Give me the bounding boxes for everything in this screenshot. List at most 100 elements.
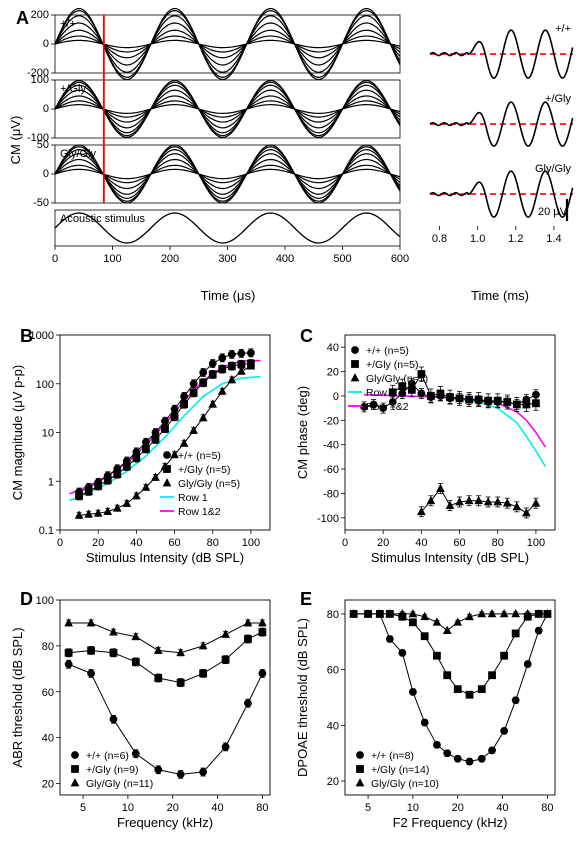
svg-text:+/Gly (n=5): +/Gly (n=5) xyxy=(178,464,231,476)
svg-text:20 μV: 20 μV xyxy=(538,206,568,218)
svg-text:100: 100 xyxy=(36,379,54,391)
svg-text:ABR threshold (dB SPL): ABR threshold (dB SPL) xyxy=(10,627,25,767)
panel-e-label: E xyxy=(300,589,312,609)
svg-text:40: 40 xyxy=(211,802,223,814)
svg-text:0: 0 xyxy=(43,38,49,50)
svg-text:Frequency (kHz): Frequency (kHz) xyxy=(117,815,213,830)
svg-text:600: 600 xyxy=(391,253,409,265)
svg-text:Stimulus Intensity (dB SPL): Stimulus Intensity (dB SPL) xyxy=(371,550,529,565)
svg-text:-20: -20 xyxy=(323,415,339,427)
svg-text:Gly/Gly (n=5): Gly/Gly (n=5) xyxy=(178,478,240,490)
cm-ylabel: CM (μV) xyxy=(8,116,23,165)
svg-text:80: 80 xyxy=(327,609,339,621)
svg-text:20: 20 xyxy=(167,802,179,814)
svg-text:+/+ (n=5): +/+ (n=5) xyxy=(178,450,221,462)
svg-text:Row 1&2: Row 1&2 xyxy=(366,401,409,413)
svg-text:200: 200 xyxy=(31,9,49,21)
panel-d-label: D xyxy=(20,589,33,609)
svg-text:5: 5 xyxy=(365,802,371,814)
svg-text:40: 40 xyxy=(130,537,142,549)
svg-text:100: 100 xyxy=(527,537,545,549)
svg-text:+/Gly (n=14): +/Gly (n=14) xyxy=(371,764,429,776)
svg-text:0: 0 xyxy=(57,537,63,549)
svg-text:-80: -80 xyxy=(323,488,339,500)
svg-text:40: 40 xyxy=(415,537,427,549)
svg-text:20: 20 xyxy=(327,367,339,379)
svg-text:+/+ (n=6): +/+ (n=6) xyxy=(86,750,129,762)
svg-text:+/+ (n=8): +/+ (n=8) xyxy=(371,750,414,762)
svg-text:40: 40 xyxy=(496,802,508,814)
svg-text:10: 10 xyxy=(42,428,54,440)
svg-text:100: 100 xyxy=(36,595,54,607)
svg-text:1000: 1000 xyxy=(30,330,54,342)
svg-text:0: 0 xyxy=(43,168,49,180)
svg-text:20: 20 xyxy=(42,779,54,791)
svg-text:Gly/Gly (n=10): Gly/Gly (n=10) xyxy=(371,778,439,790)
svg-text:+/+: +/+ xyxy=(555,23,571,35)
svg-text:+/Gly (n=5): +/Gly (n=5) xyxy=(366,359,419,371)
svg-text:Gly/Gly (n=11): Gly/Gly (n=11) xyxy=(86,778,153,790)
svg-text:80: 80 xyxy=(256,802,268,814)
svg-text:1.4: 1.4 xyxy=(546,233,561,245)
svg-text:100: 100 xyxy=(242,537,260,549)
svg-text:60: 60 xyxy=(168,537,180,549)
svg-text:10: 10 xyxy=(407,802,419,814)
svg-text:100: 100 xyxy=(103,253,121,265)
svg-text:1: 1 xyxy=(48,476,54,488)
svg-text:60: 60 xyxy=(42,687,54,699)
svg-text:20: 20 xyxy=(452,802,464,814)
svg-text:F2 Frequency (kHz): F2 Frequency (kHz) xyxy=(393,815,508,830)
svg-text:-50: -50 xyxy=(33,197,49,209)
svg-text:500: 500 xyxy=(333,253,351,265)
panel-c-label: C xyxy=(300,326,313,346)
svg-text:0: 0 xyxy=(342,537,348,549)
svg-text:Gly/Gly: Gly/Gly xyxy=(535,163,572,175)
svg-text:Row 1: Row 1 xyxy=(178,492,208,504)
svg-text:DPOAE threshold (dB SPL): DPOAE threshold (dB SPL) xyxy=(295,618,310,777)
panelA-right-xlabel: Time (ms) xyxy=(471,288,529,303)
svg-text:80: 80 xyxy=(541,802,553,814)
svg-text:-60: -60 xyxy=(323,464,339,476)
svg-text:20: 20 xyxy=(327,776,339,788)
svg-text:40: 40 xyxy=(42,733,54,745)
svg-text:-100: -100 xyxy=(317,513,339,525)
svg-text:1.2: 1.2 xyxy=(508,233,523,245)
svg-text:0.1: 0.1 xyxy=(39,525,54,537)
svg-text:0.8: 0.8 xyxy=(432,233,447,245)
svg-text:80: 80 xyxy=(207,537,219,549)
svg-text:20: 20 xyxy=(92,537,104,549)
svg-text:Row 1&2: Row 1&2 xyxy=(178,506,221,518)
svg-text:Row 1: Row 1 xyxy=(366,387,396,399)
svg-text:-40: -40 xyxy=(323,440,339,452)
svg-text:80: 80 xyxy=(492,537,504,549)
svg-text:80: 80 xyxy=(42,641,54,653)
svg-text:+/Gly: +/Gly xyxy=(545,93,571,105)
panel-a-label: A xyxy=(16,8,29,28)
svg-text:+/Gly (n=9): +/Gly (n=9) xyxy=(86,764,139,776)
svg-text:400: 400 xyxy=(276,253,294,265)
svg-text:CM phase (deg): CM phase (deg) xyxy=(295,386,310,479)
svg-text:100: 100 xyxy=(31,74,49,86)
panelA-xlabel: Time (μs) xyxy=(201,288,256,303)
panel-a-left: A CM (μV) xyxy=(8,8,29,164)
svg-text:0: 0 xyxy=(43,103,49,115)
svg-text:Stimulus Intensity (dB SPL): Stimulus Intensity (dB SPL) xyxy=(86,550,244,565)
svg-text:+/+ (n=5): +/+ (n=5) xyxy=(366,345,409,357)
svg-text:0: 0 xyxy=(52,253,58,265)
svg-text:0: 0 xyxy=(333,391,339,403)
svg-text:60: 60 xyxy=(327,665,339,677)
svg-text:10: 10 xyxy=(122,802,134,814)
svg-text:40: 40 xyxy=(327,342,339,354)
svg-text:40: 40 xyxy=(327,720,339,732)
figure-svg: A CM (μV) -2000200+/+-1000100+/Gly-50050… xyxy=(0,0,583,851)
svg-text:5: 5 xyxy=(80,802,86,814)
panel-b-label: B xyxy=(20,326,33,346)
svg-text:60: 60 xyxy=(453,537,465,549)
svg-text:1.0: 1.0 xyxy=(470,233,485,245)
svg-text:20: 20 xyxy=(377,537,389,549)
svg-text:200: 200 xyxy=(161,253,179,265)
figure: A CM (μV) -2000200+/+-1000100+/Gly-50050… xyxy=(0,0,583,851)
svg-text:CM magnitude (μV p-p): CM magnitude (μV p-p) xyxy=(10,365,25,500)
svg-text:50: 50 xyxy=(37,139,49,151)
svg-text:Gly/Gly (n=5): Gly/Gly (n=5) xyxy=(366,373,428,385)
